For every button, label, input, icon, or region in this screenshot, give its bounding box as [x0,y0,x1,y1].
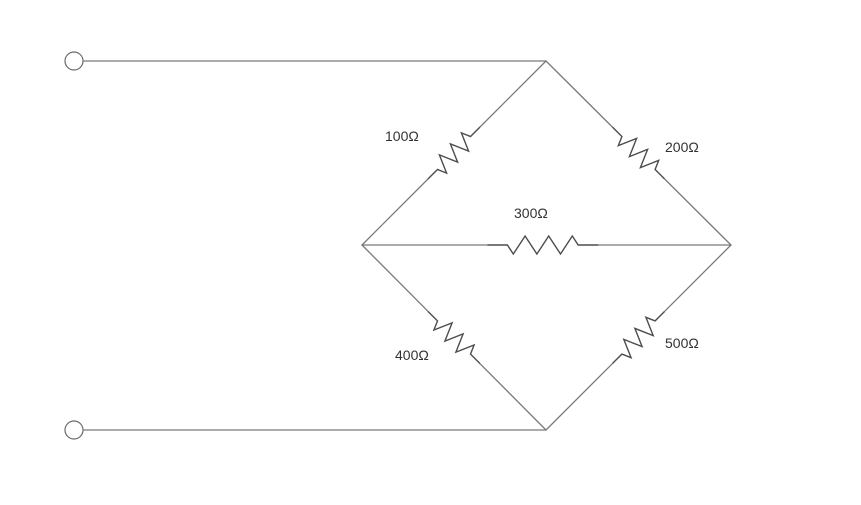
label-resistor-200: 200Ω [665,139,699,155]
terminal-top [64,51,84,71]
wire-segment [545,60,614,128]
label-resistor-100: 100Ω [385,128,419,144]
resistor-zigzag [612,126,665,180]
resistor-200-branch [545,60,732,246]
label-resistor-400: 400Ω [395,347,429,363]
wire-segment [545,362,614,431]
wire-segment [479,60,547,128]
label-resistor-500: 500Ω [665,335,699,351]
wire-segment [361,178,429,246]
terminal-bottom [64,420,84,440]
resistor-zigzag [427,126,481,180]
resistor-100-branch [361,60,547,246]
resistor-500-branch [545,244,732,431]
resistor-zigzag [427,311,481,364]
wire-segment [361,244,429,313]
resistor-zigzag [487,234,599,256]
resistor-400-branch [361,244,547,431]
label-resistor-300: 300Ω [514,205,548,221]
resistor-zigzag [612,311,665,364]
wire-segment [663,178,732,246]
wire-segment [663,244,732,313]
wire-segment [479,362,547,431]
resistor-300-branch [361,234,732,256]
